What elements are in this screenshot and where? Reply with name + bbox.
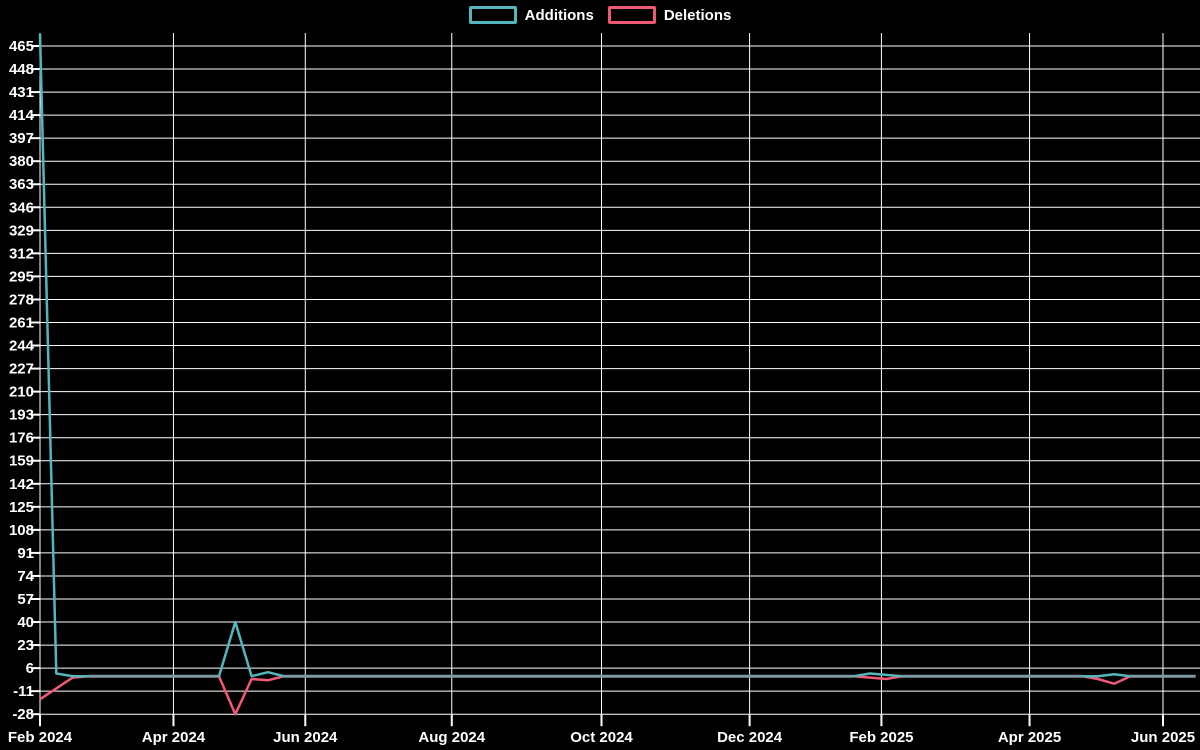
y-tick-label: 227 (9, 361, 34, 378)
x-tick-label: Oct 2024 (570, 729, 633, 746)
y-tick-label: 312 (9, 245, 34, 262)
y-tick-label: 363 (9, 176, 34, 193)
legend-item-deletions[interactable]: Deletions (607, 6, 732, 24)
y-tick-label: 159 (9, 453, 34, 470)
y-tick-label: 329 (9, 222, 34, 239)
y-tick-label: 40 (17, 614, 34, 631)
y-tick-label: 74 (17, 568, 34, 585)
y-tick-label: 23 (17, 637, 34, 654)
legend-label-deletions: Deletions (663, 6, 732, 24)
y-tick-label: 295 (9, 268, 34, 285)
y-tick-label: 210 (9, 384, 34, 401)
y-tick-label: 142 (9, 476, 34, 493)
y-tick-label: 278 (9, 291, 34, 308)
y-axis-labels: 465 448 431 414 397 380 363 346 329 312 295 278 261 2… (9, 38, 35, 723)
legend-item-additions[interactable]: Additions (468, 6, 594, 24)
y-tick-label: 397 (9, 130, 34, 147)
y-tick-label: -11 (13, 683, 34, 700)
additions-swatch-icon (468, 6, 517, 24)
data-series (38, 33, 1196, 716)
deletions-swatch-icon (607, 6, 656, 24)
y-tick-label: 346 (9, 199, 34, 216)
x-tick-label: Dec 2024 (717, 729, 783, 746)
y-tick-label: 448 (9, 61, 34, 78)
y-tick-label: -28 (12, 706, 34, 723)
y-tick-label: 57 (17, 591, 34, 608)
x-tick-label: Aug 2024 (418, 729, 485, 746)
legend-label-additions: Additions (524, 6, 594, 24)
chart-legend: Additions Deletions (0, 6, 1200, 24)
y-tick-label: 465 (9, 38, 34, 55)
y-tick-label: 193 (9, 407, 34, 424)
y-tick-label: 91 (17, 545, 34, 562)
x-tick-label: Jun 2025 (1131, 729, 1195, 746)
y-tick-label: 125 (9, 499, 34, 516)
y-tick-label: 176 (9, 430, 34, 447)
x-tick-label: Apr 2025 (998, 729, 1061, 746)
x-tick-label: Apr 2024 (142, 729, 206, 746)
y-tick-label: 6 (26, 660, 34, 677)
x-tick-label: Feb 2024 (8, 729, 73, 746)
axis-ticks (31, 45, 1164, 727)
deletions-line (39, 674, 1196, 716)
y-tick-label: 261 (9, 314, 34, 331)
y-tick-label: 108 (9, 522, 34, 539)
x-axis-labels: Feb 2024 Apr 2024 Jun 2024 Aug 2024 Oct 2024… (8, 729, 1195, 746)
gridlines (39, 33, 1200, 715)
y-tick-label: 380 (9, 153, 34, 170)
y-tick-label: 414 (9, 107, 35, 124)
y-tick-label: 431 (9, 84, 34, 101)
x-tick-label: Feb 2025 (849, 729, 913, 746)
additions-line (38, 33, 1196, 678)
y-tick-label: 244 (9, 338, 35, 355)
x-tick-label: Jun 2024 (273, 729, 338, 746)
